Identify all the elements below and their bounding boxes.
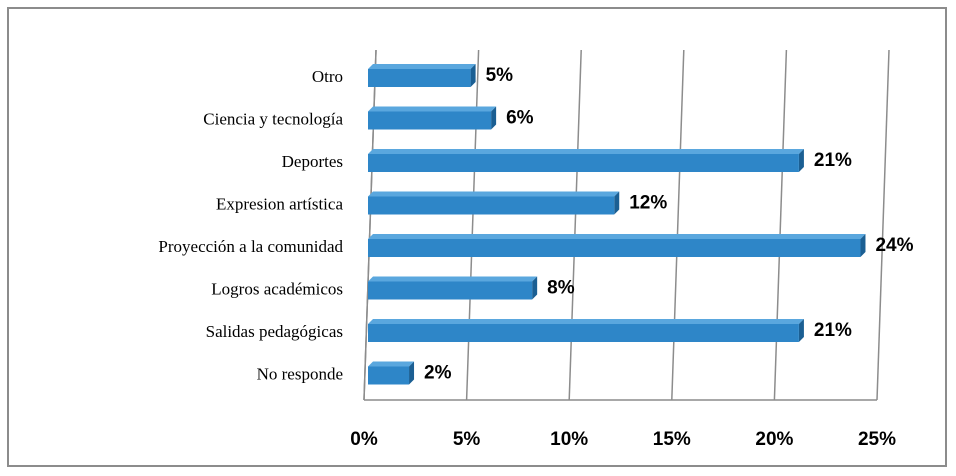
category-label: Proyección a la comunidad	[158, 237, 343, 256]
bar	[368, 319, 804, 342]
bar-top	[368, 361, 415, 367]
bar-end	[532, 276, 538, 300]
bar-top	[368, 106, 497, 112]
bar-top	[368, 149, 804, 154]
bar	[368, 191, 620, 215]
bar	[368, 276, 538, 300]
category-label: Ciencia y tecnología	[203, 109, 343, 128]
bar-top	[368, 64, 476, 69]
category-label: No responde	[257, 364, 343, 383]
bar-front	[368, 366, 410, 385]
bar-front	[368, 69, 471, 87]
bar-front	[368, 239, 861, 257]
bar-top	[368, 276, 538, 282]
x-tick-label: 0%	[350, 429, 378, 450]
value-label: 24%	[875, 235, 913, 256]
value-label: 6%	[506, 108, 534, 129]
bar	[368, 361, 415, 385]
category-label: Salidas pedagógicas	[206, 322, 343, 341]
x-tick-label: 15%	[653, 429, 691, 450]
bar-front	[368, 281, 533, 300]
bar-front	[368, 196, 615, 215]
category-label: Logros académicos	[211, 279, 343, 298]
x-tick-label: 25%	[858, 429, 896, 450]
bar-end	[798, 319, 804, 342]
category-label: Deportes	[282, 152, 343, 171]
bar-end	[798, 149, 804, 172]
bar-end	[409, 361, 415, 385]
bar	[368, 234, 866, 257]
bar-front	[368, 111, 492, 130]
bar-front	[368, 324, 799, 342]
bar-top	[368, 319, 804, 324]
bar-end	[491, 106, 497, 130]
bar-end	[470, 64, 476, 87]
value-label: 12%	[629, 193, 667, 214]
category-label: Otro	[312, 67, 343, 86]
bar	[368, 106, 497, 130]
bar	[368, 149, 804, 172]
bar-end	[860, 234, 866, 257]
bar-top	[368, 191, 620, 197]
value-label: 21%	[814, 320, 852, 341]
value-label: 21%	[814, 150, 852, 171]
value-label: 5%	[486, 65, 514, 86]
bar-top	[368, 234, 866, 239]
x-tick-label: 10%	[550, 429, 588, 450]
value-label: 8%	[547, 278, 575, 299]
category-label: Expresion artística	[216, 194, 343, 213]
x-tick-label: 20%	[755, 429, 793, 450]
bar-end	[614, 191, 620, 215]
value-label: 2%	[424, 363, 452, 384]
bar	[368, 64, 476, 87]
grid-line	[876, 49, 890, 401]
x-tick-label: 5%	[453, 429, 481, 450]
bar-front	[368, 154, 799, 172]
